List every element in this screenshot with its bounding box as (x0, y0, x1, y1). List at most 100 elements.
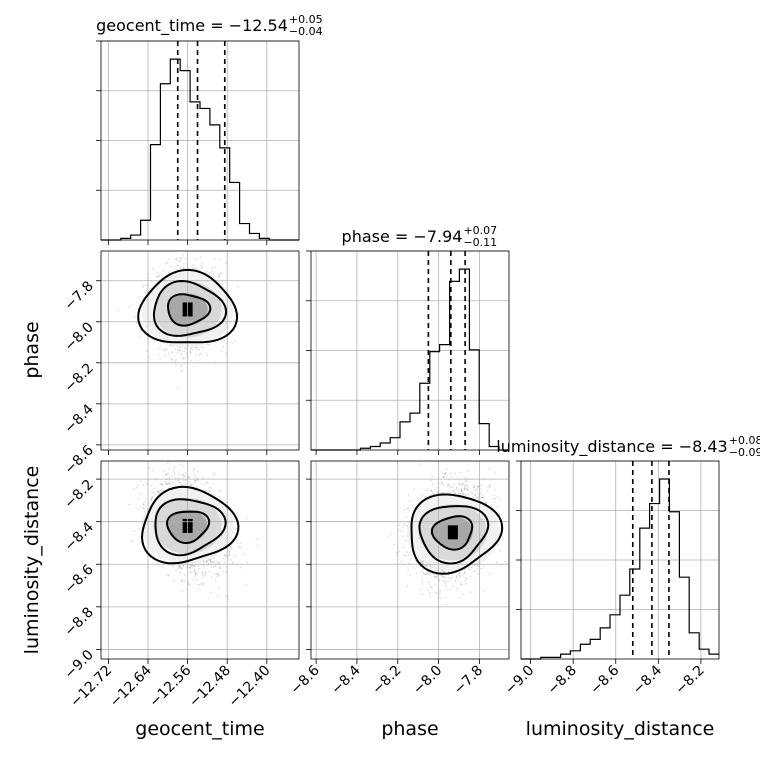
sample-point (142, 483, 145, 486)
sample-point (206, 565, 209, 568)
sample-point (141, 286, 144, 288)
sample-point (137, 508, 139, 511)
sample-point (177, 386, 180, 389)
sample-point (202, 574, 205, 577)
sample-point (218, 491, 221, 493)
sample-point (202, 576, 205, 579)
sample-point (179, 370, 182, 373)
sample-point (235, 539, 237, 542)
sample-point (143, 501, 146, 504)
sample-point (179, 364, 182, 366)
sample-point (164, 262, 167, 265)
sample-point (167, 574, 169, 576)
sample-point (161, 483, 164, 486)
sample-point (174, 476, 177, 479)
sample-point (201, 571, 204, 574)
sample-point (173, 484, 176, 486)
sample-point (164, 481, 167, 483)
sample-point (218, 566, 221, 569)
sample-point (132, 487, 135, 490)
sample-point (139, 328, 142, 331)
sample-point (196, 267, 198, 270)
sample-point (159, 345, 161, 348)
sample-point (170, 351, 173, 354)
sample-point (161, 348, 164, 351)
sample-point (172, 469, 175, 472)
sample-point (183, 350, 186, 353)
sample-point (191, 484, 193, 487)
sample-point (200, 346, 203, 348)
sample-point (183, 574, 186, 577)
sample-point (184, 483, 187, 485)
sample-point (136, 486, 138, 489)
sample-point (180, 352, 182, 355)
sample-point (205, 571, 207, 574)
sample-point (185, 257, 187, 260)
sample-point (167, 272, 170, 274)
sample-point (195, 346, 198, 349)
sample-point (179, 349, 182, 352)
sample-point (205, 351, 208, 354)
sample-point (216, 560, 219, 563)
sample-point (212, 557, 215, 560)
sample-point (157, 276, 160, 279)
sample-point (211, 267, 214, 270)
sample-point (194, 565, 196, 567)
sample-point (194, 481, 197, 484)
sample-point (200, 256, 202, 259)
sample-point (205, 481, 208, 484)
sample-point (219, 258, 222, 260)
sample-point (211, 561, 213, 564)
sample-point (160, 483, 162, 486)
sample-point (200, 582, 203, 584)
sample-point (133, 315, 136, 318)
sample-point (182, 479, 185, 482)
sample-point (178, 349, 181, 352)
sample-point (196, 587, 199, 590)
sample-point (230, 546, 232, 549)
sample-point (175, 363, 177, 366)
sample-point (192, 469, 195, 472)
sample-point (133, 530, 136, 533)
sample-point (193, 567, 196, 570)
sample-point (196, 470, 199, 473)
sample-point (194, 571, 197, 574)
sample-point (197, 567, 200, 570)
sample-point (174, 348, 177, 351)
sample-point (185, 352, 188, 355)
sample-point (198, 583, 201, 586)
sample-point (239, 566, 242, 569)
sample-point (230, 548, 233, 551)
sample-point (116, 309, 119, 311)
sample-point (189, 565, 192, 567)
sample-point (181, 357, 184, 360)
sample-point (159, 358, 162, 360)
sample-point (234, 527, 237, 530)
sample-point (185, 475, 188, 478)
sample-point (143, 291, 146, 294)
sample-point (217, 273, 219, 275)
sample-point (210, 566, 213, 568)
sample-point (218, 586, 220, 589)
sample-point (157, 353, 160, 355)
sample-point (178, 267, 181, 270)
sample-point (215, 575, 218, 577)
sample-point (145, 350, 148, 353)
sample-point (224, 352, 227, 355)
sample-point (224, 261, 227, 264)
sample-point (182, 357, 185, 360)
sample-point (192, 264, 195, 267)
sample-point (245, 561, 248, 564)
sample-point (208, 489, 211, 492)
sample-point (167, 352, 170, 355)
sample-point (155, 275, 158, 278)
sample-point (156, 272, 159, 274)
sample-point (193, 473, 196, 476)
sample-point (197, 565, 200, 567)
sample-point (236, 511, 238, 514)
sample-point (195, 579, 198, 581)
sample-point (210, 274, 212, 277)
sample-point (218, 574, 221, 577)
sample-point (219, 495, 222, 498)
sample-point (135, 322, 138, 324)
